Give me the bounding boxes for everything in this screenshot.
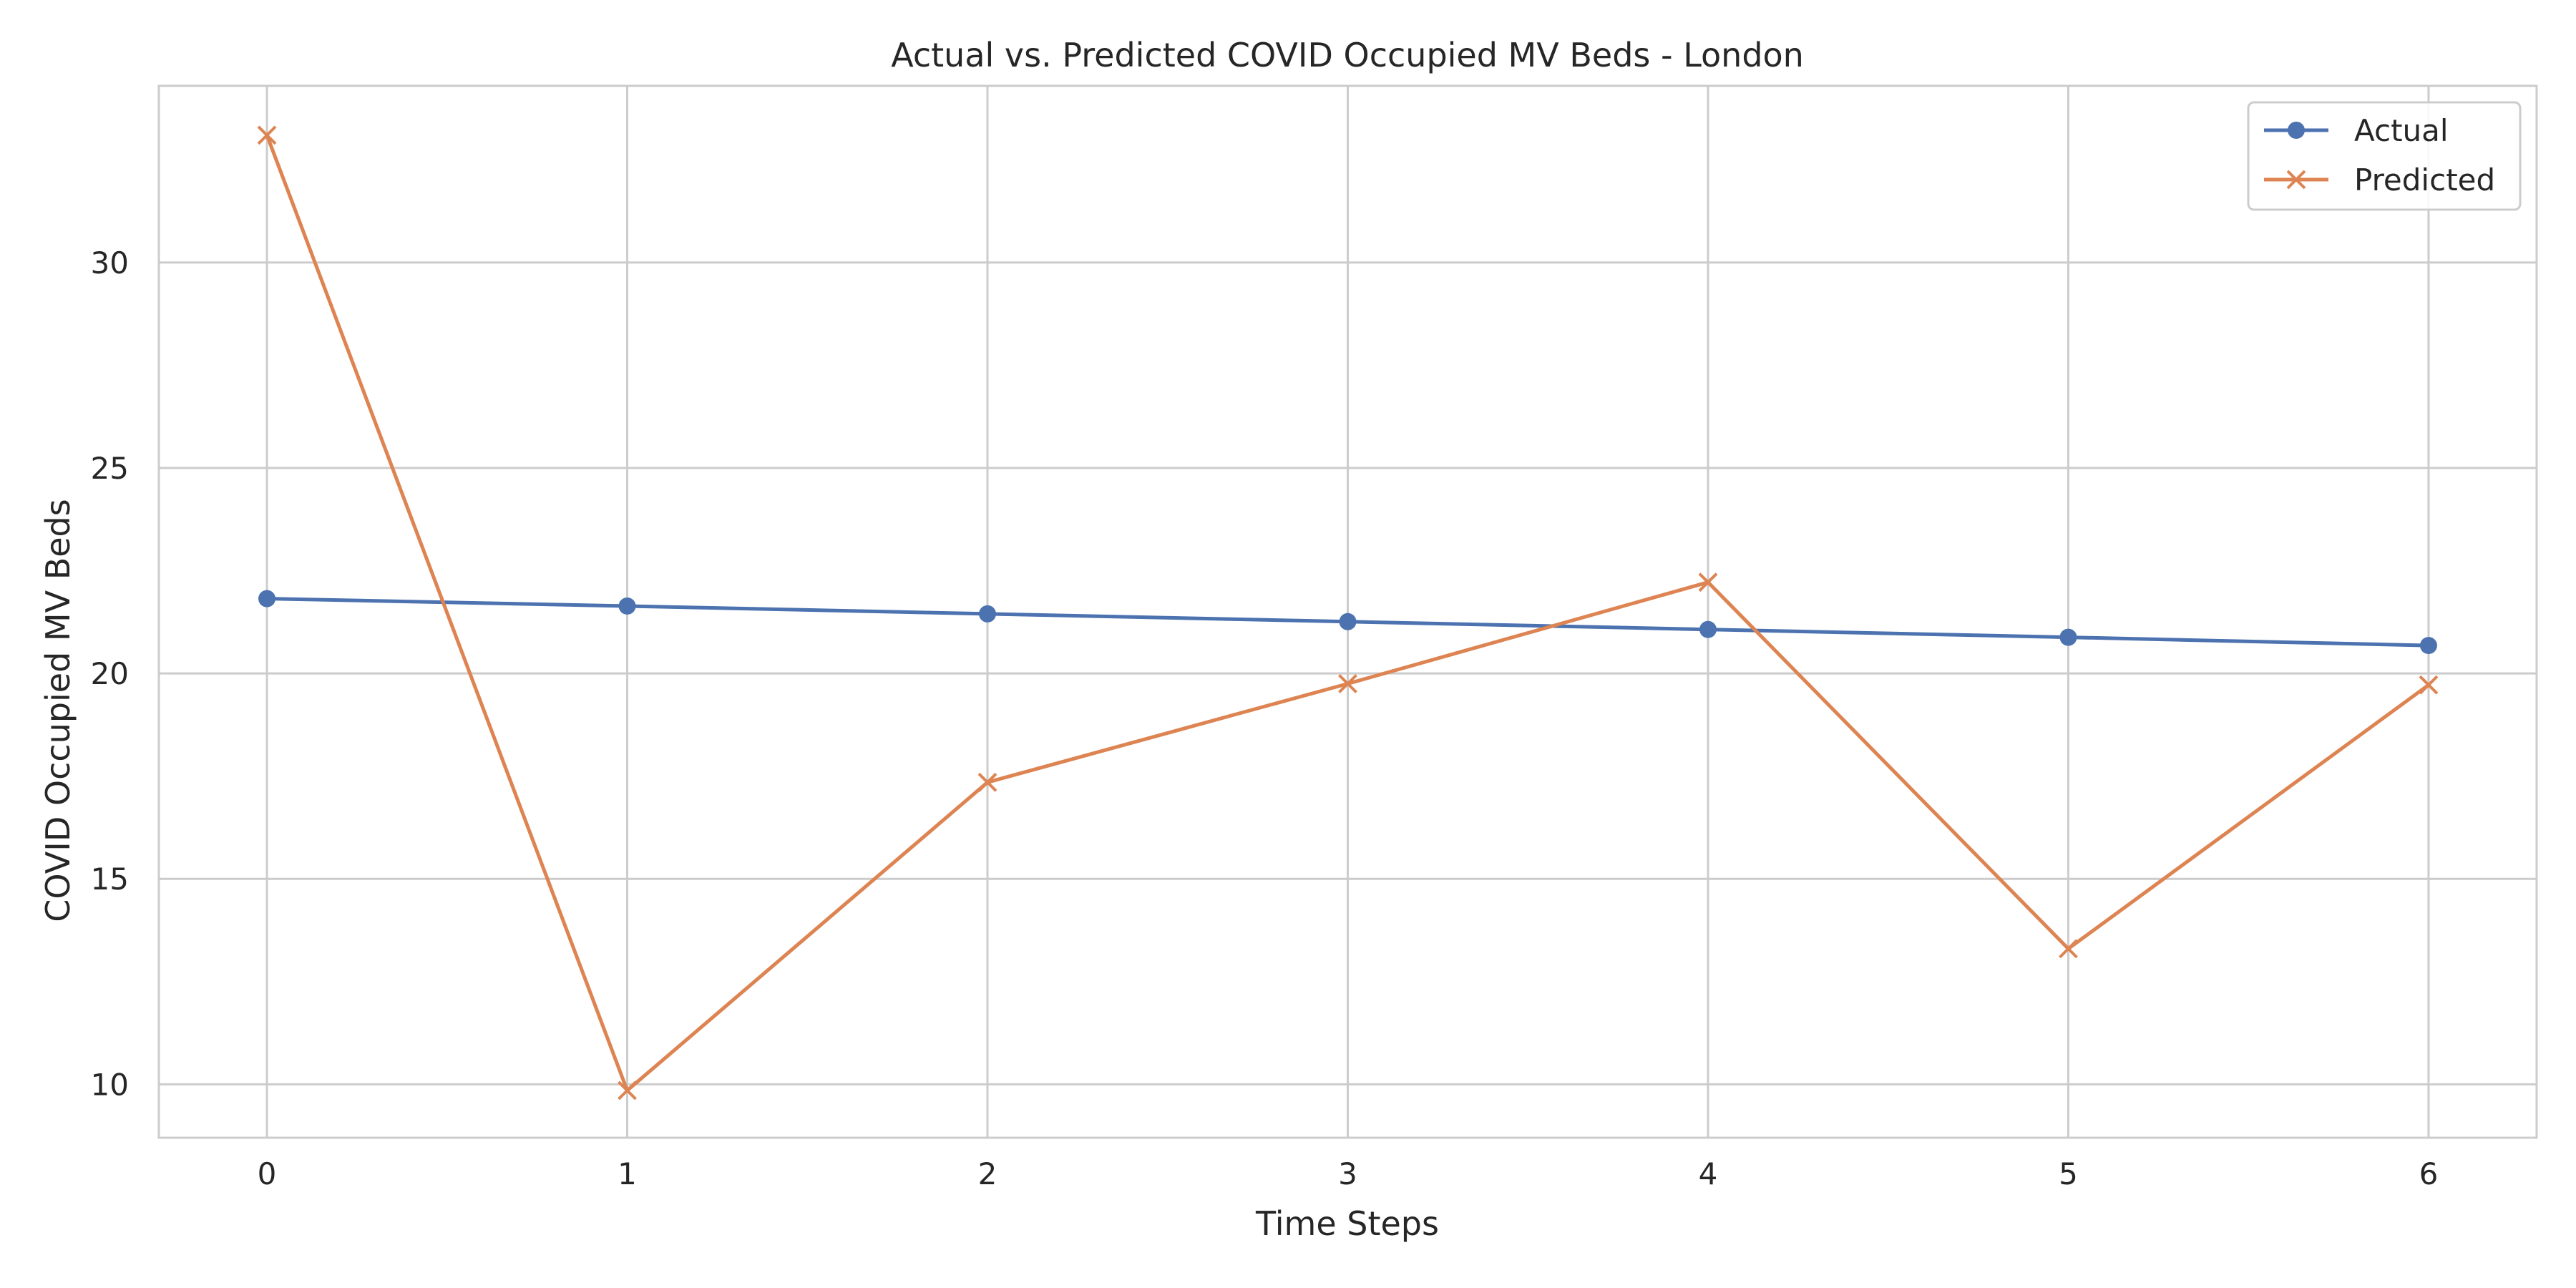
legend: Actual Predicted bbox=[2247, 101, 2522, 211]
x-tick-label: 5 bbox=[2059, 1156, 2078, 1191]
y-tick-label: 30 bbox=[91, 245, 129, 280]
data-point-actual bbox=[258, 590, 276, 608]
plot-frame bbox=[157, 84, 2538, 1139]
legend-marker-predicted bbox=[2286, 170, 2306, 190]
series-predicted bbox=[257, 125, 2439, 1101]
legend-label-actual: Actual bbox=[2354, 113, 2449, 148]
data-point-actual bbox=[979, 605, 997, 623]
tick-layer: 0 1 2 3 4 5 6 10 15 20 25 30 bbox=[91, 245, 2439, 1191]
x-tick-label: 1 bbox=[618, 1156, 637, 1191]
y-tick-label: 20 bbox=[91, 656, 129, 691]
x-axis-title: Time Steps bbox=[1255, 1204, 1439, 1243]
data-point-actual bbox=[1699, 620, 1717, 638]
data-point-actual bbox=[2419, 637, 2437, 655]
x-tick-label: 6 bbox=[2419, 1156, 2439, 1191]
x-tick-label: 0 bbox=[258, 1156, 277, 1191]
data-point-predicted bbox=[618, 1080, 637, 1101]
y-axis-title: COVID Occupied MV Beds bbox=[39, 499, 77, 922]
x-tick-label: 2 bbox=[978, 1156, 997, 1191]
series-actual bbox=[258, 590, 2437, 655]
data-point-predicted bbox=[1338, 674, 1357, 693]
data-point-predicted bbox=[977, 772, 997, 792]
legend-entry-predicted: Predicted bbox=[2264, 162, 2495, 197]
data-point-actual bbox=[2059, 628, 2077, 646]
legend-entry-actual: Actual bbox=[2264, 113, 2449, 148]
data-point-actual bbox=[618, 597, 636, 615]
data-point-actual bbox=[1339, 613, 1357, 630]
grid-layer bbox=[159, 86, 2537, 1138]
y-tick-label: 10 bbox=[91, 1067, 129, 1102]
y-tick-label: 25 bbox=[91, 451, 129, 486]
x-tick-label: 3 bbox=[1338, 1156, 1357, 1191]
y-tick-label: 15 bbox=[91, 862, 129, 897]
data-point-predicted bbox=[2419, 675, 2439, 695]
chart-title: Actual vs. Predicted COVID Occupied MV B… bbox=[891, 36, 1804, 74]
legend-label-predicted: Predicted bbox=[2354, 162, 2495, 197]
data-point-predicted bbox=[1698, 572, 1718, 592]
data-point-predicted bbox=[2059, 939, 2078, 959]
legend-marker-actual bbox=[2288, 122, 2305, 139]
series-layer bbox=[257, 125, 2439, 1101]
data-point-predicted bbox=[257, 125, 277, 145]
x-tick-label: 4 bbox=[1699, 1156, 1718, 1191]
